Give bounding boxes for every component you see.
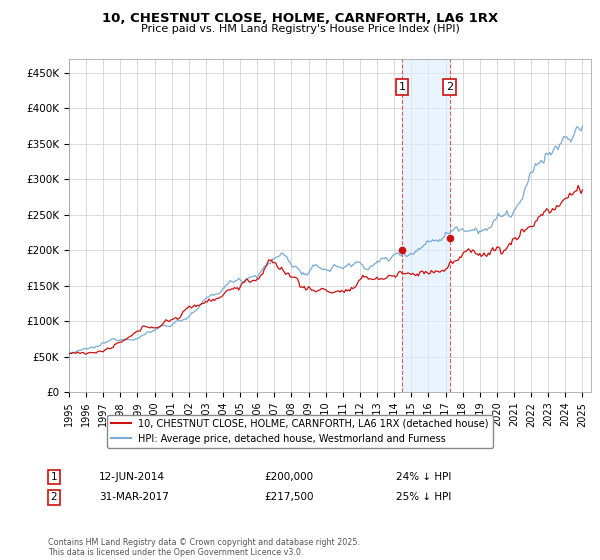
- Text: 24% ↓ HPI: 24% ↓ HPI: [396, 472, 451, 482]
- Text: 2: 2: [50, 492, 58, 502]
- Text: £217,500: £217,500: [264, 492, 314, 502]
- Text: 12-JUN-2014: 12-JUN-2014: [99, 472, 165, 482]
- Bar: [402, 59, 450, 392]
- Text: 1: 1: [50, 472, 58, 482]
- Text: Contains HM Land Registry data © Crown copyright and database right 2025.
This d: Contains HM Land Registry data © Crown c…: [48, 538, 360, 557]
- Text: 2: 2: [446, 82, 454, 92]
- Text: 31-MAR-2017: 31-MAR-2017: [99, 492, 169, 502]
- Text: Price paid vs. HM Land Registry's House Price Index (HPI): Price paid vs. HM Land Registry's House …: [140, 24, 460, 34]
- Text: £200,000: £200,000: [264, 472, 313, 482]
- Legend: 10, CHESTNUT CLOSE, HOLME, CARNFORTH, LA6 1RX (detached house), HPI: Average pri: 10, CHESTNUT CLOSE, HOLME, CARNFORTH, LA…: [107, 415, 493, 447]
- Text: 25% ↓ HPI: 25% ↓ HPI: [396, 492, 451, 502]
- Text: 10, CHESTNUT CLOSE, HOLME, CARNFORTH, LA6 1RX: 10, CHESTNUT CLOSE, HOLME, CARNFORTH, LA…: [102, 12, 498, 25]
- Text: 1: 1: [398, 82, 406, 92]
